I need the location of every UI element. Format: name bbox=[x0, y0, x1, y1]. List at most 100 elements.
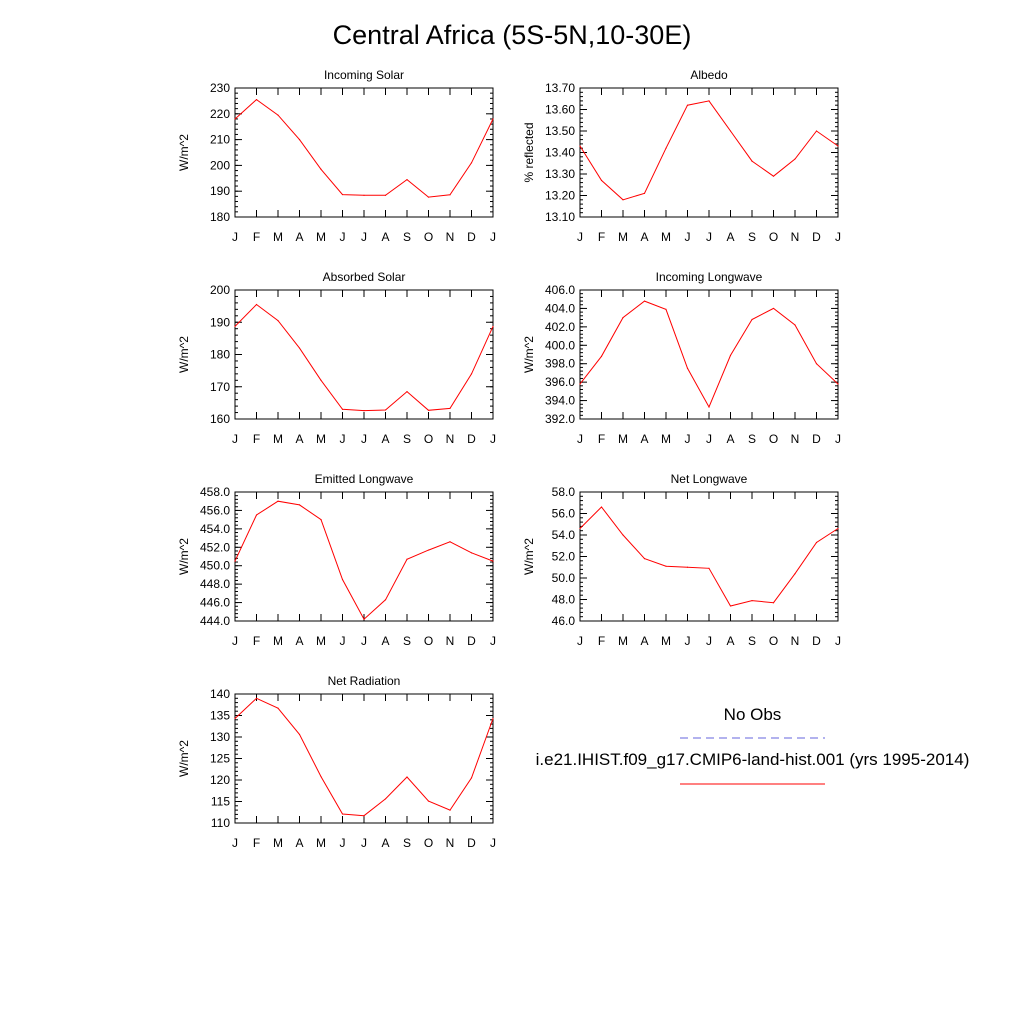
data-point bbox=[427, 549, 430, 551]
x-tick-label: A bbox=[381, 634, 389, 648]
x-tick-label: A bbox=[295, 230, 303, 244]
page-title: Central Africa (5S-5N,10-30E) bbox=[332, 20, 692, 50]
panel-title: Incoming Solar bbox=[324, 68, 404, 82]
data-point bbox=[363, 815, 365, 817]
y-tick-label: 456.0 bbox=[200, 503, 230, 517]
data-point bbox=[277, 114, 279, 116]
x-tick-label: D bbox=[812, 230, 821, 244]
data-point bbox=[320, 379, 322, 381]
data-point bbox=[298, 733, 301, 736]
x-tick-label: F bbox=[253, 634, 260, 648]
y-tick-label: 54.0 bbox=[552, 528, 576, 542]
x-tick-label: D bbox=[812, 432, 821, 446]
x-tick-label: O bbox=[769, 634, 778, 648]
data-point bbox=[622, 317, 624, 319]
panel-title: Incoming Longwave bbox=[656, 270, 763, 284]
y-tick-label: 56.0 bbox=[552, 507, 576, 521]
data-point bbox=[234, 560, 236, 562]
panel-title: Emitted Longwave bbox=[315, 472, 414, 486]
plot-frame bbox=[234, 491, 494, 622]
x-tick-label: J bbox=[706, 432, 712, 446]
y-tick-label: 398.0 bbox=[545, 357, 575, 371]
series-line bbox=[234, 500, 494, 620]
x-tick-label: M bbox=[273, 432, 283, 446]
data-point bbox=[772, 307, 775, 310]
series-line bbox=[234, 98, 494, 198]
data-point bbox=[794, 573, 796, 575]
x-tick-label: J bbox=[232, 432, 238, 446]
data-point bbox=[384, 798, 387, 800]
data-point bbox=[427, 409, 430, 411]
x-tick-label: J bbox=[685, 230, 691, 244]
y-tick-label: 392.0 bbox=[545, 412, 575, 426]
x-tick-label: M bbox=[273, 230, 283, 244]
x-tick-label: S bbox=[403, 230, 411, 244]
data-point bbox=[277, 500, 279, 502]
y-tick-label: 13.20 bbox=[545, 189, 575, 203]
chart-panel: Incoming Longwave W/m^2 392.0 394.0 396.0 398… bbox=[522, 270, 841, 446]
data-point bbox=[234, 118, 236, 120]
y-tick-label: 230 bbox=[210, 81, 230, 95]
data-point bbox=[686, 104, 689, 106]
x-tick-label: F bbox=[598, 230, 605, 244]
y-tick-label: 160 bbox=[210, 412, 230, 426]
x-tick-label: M bbox=[316, 432, 326, 446]
x-tick-label: N bbox=[446, 836, 455, 850]
data-point bbox=[751, 318, 753, 321]
y-tick-label: 452.0 bbox=[200, 540, 230, 554]
data-point bbox=[794, 158, 796, 160]
x-tick-label: M bbox=[661, 432, 671, 446]
data-point bbox=[341, 813, 344, 815]
data-point bbox=[470, 552, 473, 554]
y-tick-label: 454.0 bbox=[200, 522, 230, 536]
x-tick-label: M bbox=[618, 634, 628, 648]
data-point bbox=[708, 567, 710, 569]
data-point bbox=[751, 599, 753, 602]
data-point bbox=[600, 506, 603, 508]
data-point bbox=[643, 558, 646, 560]
data-point bbox=[255, 514, 258, 516]
x-tick-label: J bbox=[340, 836, 346, 850]
x-tick-label: J bbox=[340, 634, 346, 648]
series-line bbox=[579, 300, 839, 409]
data-point bbox=[622, 199, 624, 201]
y-tick-label: 130 bbox=[210, 730, 230, 744]
data-point bbox=[665, 565, 667, 567]
data-point bbox=[729, 354, 732, 357]
data-point bbox=[729, 130, 732, 132]
data-point bbox=[234, 325, 236, 328]
data-point bbox=[470, 373, 473, 375]
legend-case-label: i.e21.IHIST.f09_g17.CMIP6-land-hist.001 … bbox=[535, 750, 970, 769]
data-point bbox=[363, 194, 365, 196]
x-tick-label: A bbox=[381, 432, 389, 446]
data-point bbox=[406, 178, 408, 181]
x-tick-label: J bbox=[490, 230, 496, 244]
x-tick-label: J bbox=[706, 634, 712, 648]
data-point bbox=[622, 534, 624, 536]
y-tick-label: 200 bbox=[210, 158, 230, 172]
data-point bbox=[234, 717, 236, 720]
y-tick-label: 120 bbox=[210, 773, 230, 787]
x-tick-label: M bbox=[661, 634, 671, 648]
y-tick-label: 210 bbox=[210, 133, 230, 147]
data-point bbox=[341, 408, 344, 410]
x-tick-label: S bbox=[748, 230, 756, 244]
y-tick-label: 50.0 bbox=[552, 571, 576, 585]
data-point bbox=[320, 519, 322, 521]
x-tick-label: O bbox=[424, 230, 433, 244]
y-tick-label: 13.70 bbox=[545, 81, 575, 95]
y-axis-label: W/m^2 bbox=[177, 740, 191, 777]
data-point bbox=[815, 130, 818, 132]
data-point bbox=[643, 300, 646, 302]
x-tick-label: S bbox=[748, 634, 756, 648]
series-line bbox=[234, 697, 494, 817]
y-axis-label: W/m^2 bbox=[177, 336, 191, 373]
data-point bbox=[384, 599, 387, 601]
x-tick-label: S bbox=[748, 432, 756, 446]
y-axis-label: W/m^2 bbox=[522, 336, 536, 373]
data-point bbox=[298, 504, 301, 506]
x-tick-label: J bbox=[490, 836, 496, 850]
x-tick-label: M bbox=[273, 836, 283, 850]
